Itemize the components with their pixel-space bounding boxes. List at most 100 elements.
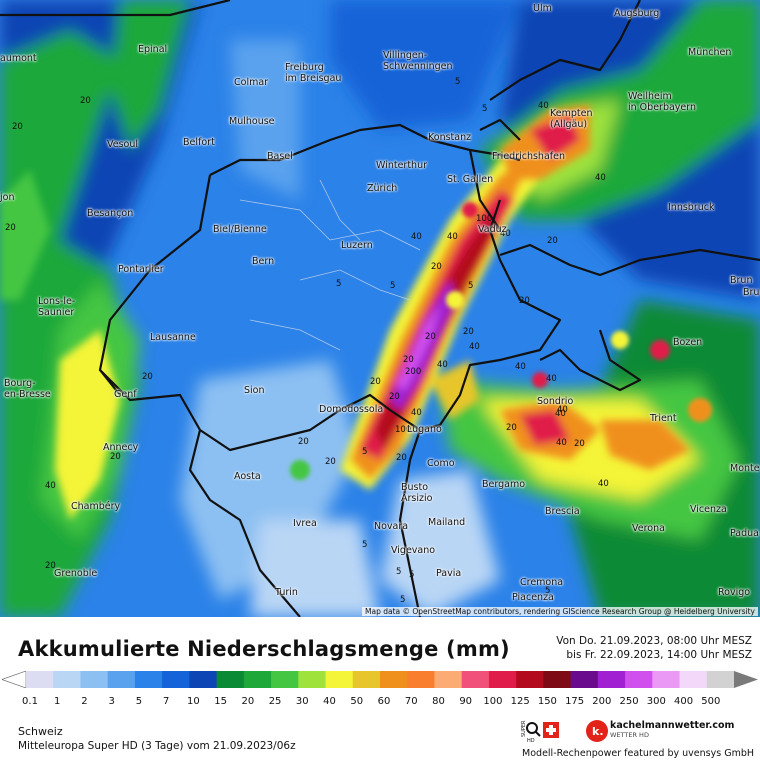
contour-label: 20 — [325, 457, 336, 467]
city-label[interactable]: Belfort — [183, 137, 215, 148]
city-label[interactable]: Brun — [730, 275, 752, 286]
city-label[interactable]: jon — [0, 192, 14, 203]
city-label[interactable]: Luzern — [341, 240, 373, 251]
contour-label: 20 — [298, 437, 309, 447]
scale-swatch — [597, 671, 626, 688]
city-label[interactable]: Rovigo — [718, 587, 750, 598]
city-label[interactable]: Pavia — [436, 568, 461, 579]
city-label[interactable]: Colmar — [234, 77, 268, 88]
contour-label: 40 — [546, 374, 557, 384]
city-label[interactable]: Ivrea — [293, 518, 317, 529]
city-name: Besançon — [87, 208, 134, 219]
scale-swatch — [53, 671, 81, 688]
city-label[interactable]: Monte — [730, 463, 760, 474]
city-label[interactable]: Bozen — [673, 337, 702, 348]
city-label[interactable]: Konstanz — [428, 132, 471, 143]
city-label[interactable]: Bergamo — [482, 479, 525, 490]
contour-label: 5 — [362, 447, 367, 457]
city-label[interactable]: Bourg-en-Bresse — [4, 378, 51, 400]
city-label[interactable]: Aosta — [234, 471, 261, 482]
city-label[interactable]: Zürich — [367, 183, 397, 194]
city-name: Lons-le- — [38, 296, 76, 307]
city-label[interactable]: Lons-le- Saunier — [38, 296, 75, 318]
city-label[interactable]: Piacenza — [512, 592, 554, 603]
city-label[interactable]: Vigevano — [391, 545, 435, 556]
city-name: Vaduz — [478, 224, 507, 235]
city-label[interactable]: Lugano — [407, 424, 442, 435]
city-name: Novara — [374, 521, 409, 532]
scale-swatch — [543, 671, 572, 688]
city-name: Friedrichshafen — [492, 151, 565, 162]
contour-label: 5 — [545, 586, 550, 596]
city-label[interactable]: Mailand — [428, 517, 465, 528]
precipitation-map[interactable]: 20 20 20 20 20 5 5 5 40 40 40 40 100 40 20 20 20 5 5 20 20 20… — [0, 0, 760, 617]
contour-label: 20 — [403, 355, 414, 365]
period-from: Von Do. 21.09.2023, 08:00 Uhr MESZ — [556, 635, 752, 647]
city-label[interactable]: Besançon — [87, 208, 133, 219]
city-label[interactable]: Chambéry — [71, 501, 120, 512]
city-label[interactable]: Villingen- Schwenningen — [383, 50, 453, 72]
city-label[interactable]: Pontarlier — [118, 264, 164, 275]
city-label[interactable]: Vicenza — [690, 504, 727, 515]
scale-label: 10 — [187, 696, 200, 707]
city-name: Arsizio — [401, 493, 433, 504]
city-label[interactable]: Mulhouse — [229, 116, 275, 127]
city-name: jon — [0, 192, 15, 203]
city-label[interactable]: Ulm — [533, 3, 552, 14]
city-name: aumont — [0, 53, 37, 64]
contour-label: 5 — [390, 281, 395, 291]
city-label[interactable]: München — [688, 47, 731, 58]
city-label[interactable]: Basel — [267, 151, 293, 162]
city-label[interactable]: Grenoble — [54, 568, 97, 579]
contour-label: 5 — [400, 595, 405, 605]
city-label[interactable]: Genf — [114, 389, 137, 400]
city-label[interactable]: Freiburg im Breisgau — [285, 62, 341, 84]
city-label[interactable]: Kempten (Allgäu) — [550, 108, 592, 130]
city-label[interactable]: Epinal — [138, 44, 167, 55]
city-label[interactable]: Brescia — [545, 506, 580, 517]
city-label[interactable]: Cremona — [520, 577, 563, 588]
city-label[interactable]: St. Gallen — [447, 174, 493, 185]
city-label[interactable]: aumont — [0, 53, 37, 64]
city-label[interactable]: Winterthur — [376, 160, 427, 171]
city-name: Bern — [252, 256, 275, 267]
city-label[interactable]: Sion — [244, 385, 265, 396]
contour-label: 5 — [396, 567, 401, 577]
city-name: Mailand — [428, 517, 466, 528]
city-label[interactable]: Vesoul — [107, 139, 138, 150]
city-label[interactable]: Lausanne — [150, 332, 196, 343]
contour-label: 40 — [469, 342, 480, 352]
contour-label: 5 — [336, 279, 341, 289]
city-label[interactable]: Padua — [730, 528, 759, 539]
scale-swatch — [461, 671, 490, 688]
city-name: Grenoble — [54, 568, 98, 579]
city-label[interactable]: Novara — [374, 521, 408, 532]
city-label[interactable]: Bern — [252, 256, 274, 267]
brand-name[interactable]: kachelmannwetter.com — [610, 720, 735, 731]
city-label[interactable]: Busto Arsizio — [401, 482, 432, 504]
city-label[interactable]: Bru — [743, 287, 759, 298]
city-label[interactable]: Augsburg — [614, 8, 659, 19]
map-attribution[interactable]: Map data © OpenStreetMap contributors, r… — [362, 607, 758, 616]
city-label[interactable]: Annecy — [103, 442, 138, 453]
city-name: Freiburg — [285, 62, 324, 73]
brand-sub: WETTER HD — [610, 731, 649, 739]
contour-label: 20 — [389, 392, 400, 402]
contour-label: 20 — [142, 372, 153, 382]
contour-label: 40 — [500, 229, 511, 239]
city-label[interactable]: Domodossola — [319, 404, 383, 415]
city-label[interactable]: Weilheim in Oberbayern — [628, 91, 696, 113]
city-name: Ivrea — [293, 518, 317, 529]
city-label[interactable]: Vaduz — [478, 224, 507, 235]
city-name: Bourg- — [4, 378, 36, 389]
city-label[interactable]: Innsbruck — [668, 202, 714, 213]
city-name: St. Gallen — [447, 174, 494, 185]
city-label[interactable]: Biel/Bienne — [213, 224, 267, 235]
city-label[interactable]: Friedrichshafen — [492, 151, 565, 162]
city-label[interactable]: Verona — [632, 523, 665, 534]
scale-swatch — [652, 671, 681, 688]
city-label[interactable]: Trient — [650, 413, 677, 424]
city-label[interactable]: Turin — [275, 587, 298, 598]
city-label[interactable]: Como — [427, 458, 455, 469]
city-label[interactable]: Sondrio — [537, 396, 573, 407]
